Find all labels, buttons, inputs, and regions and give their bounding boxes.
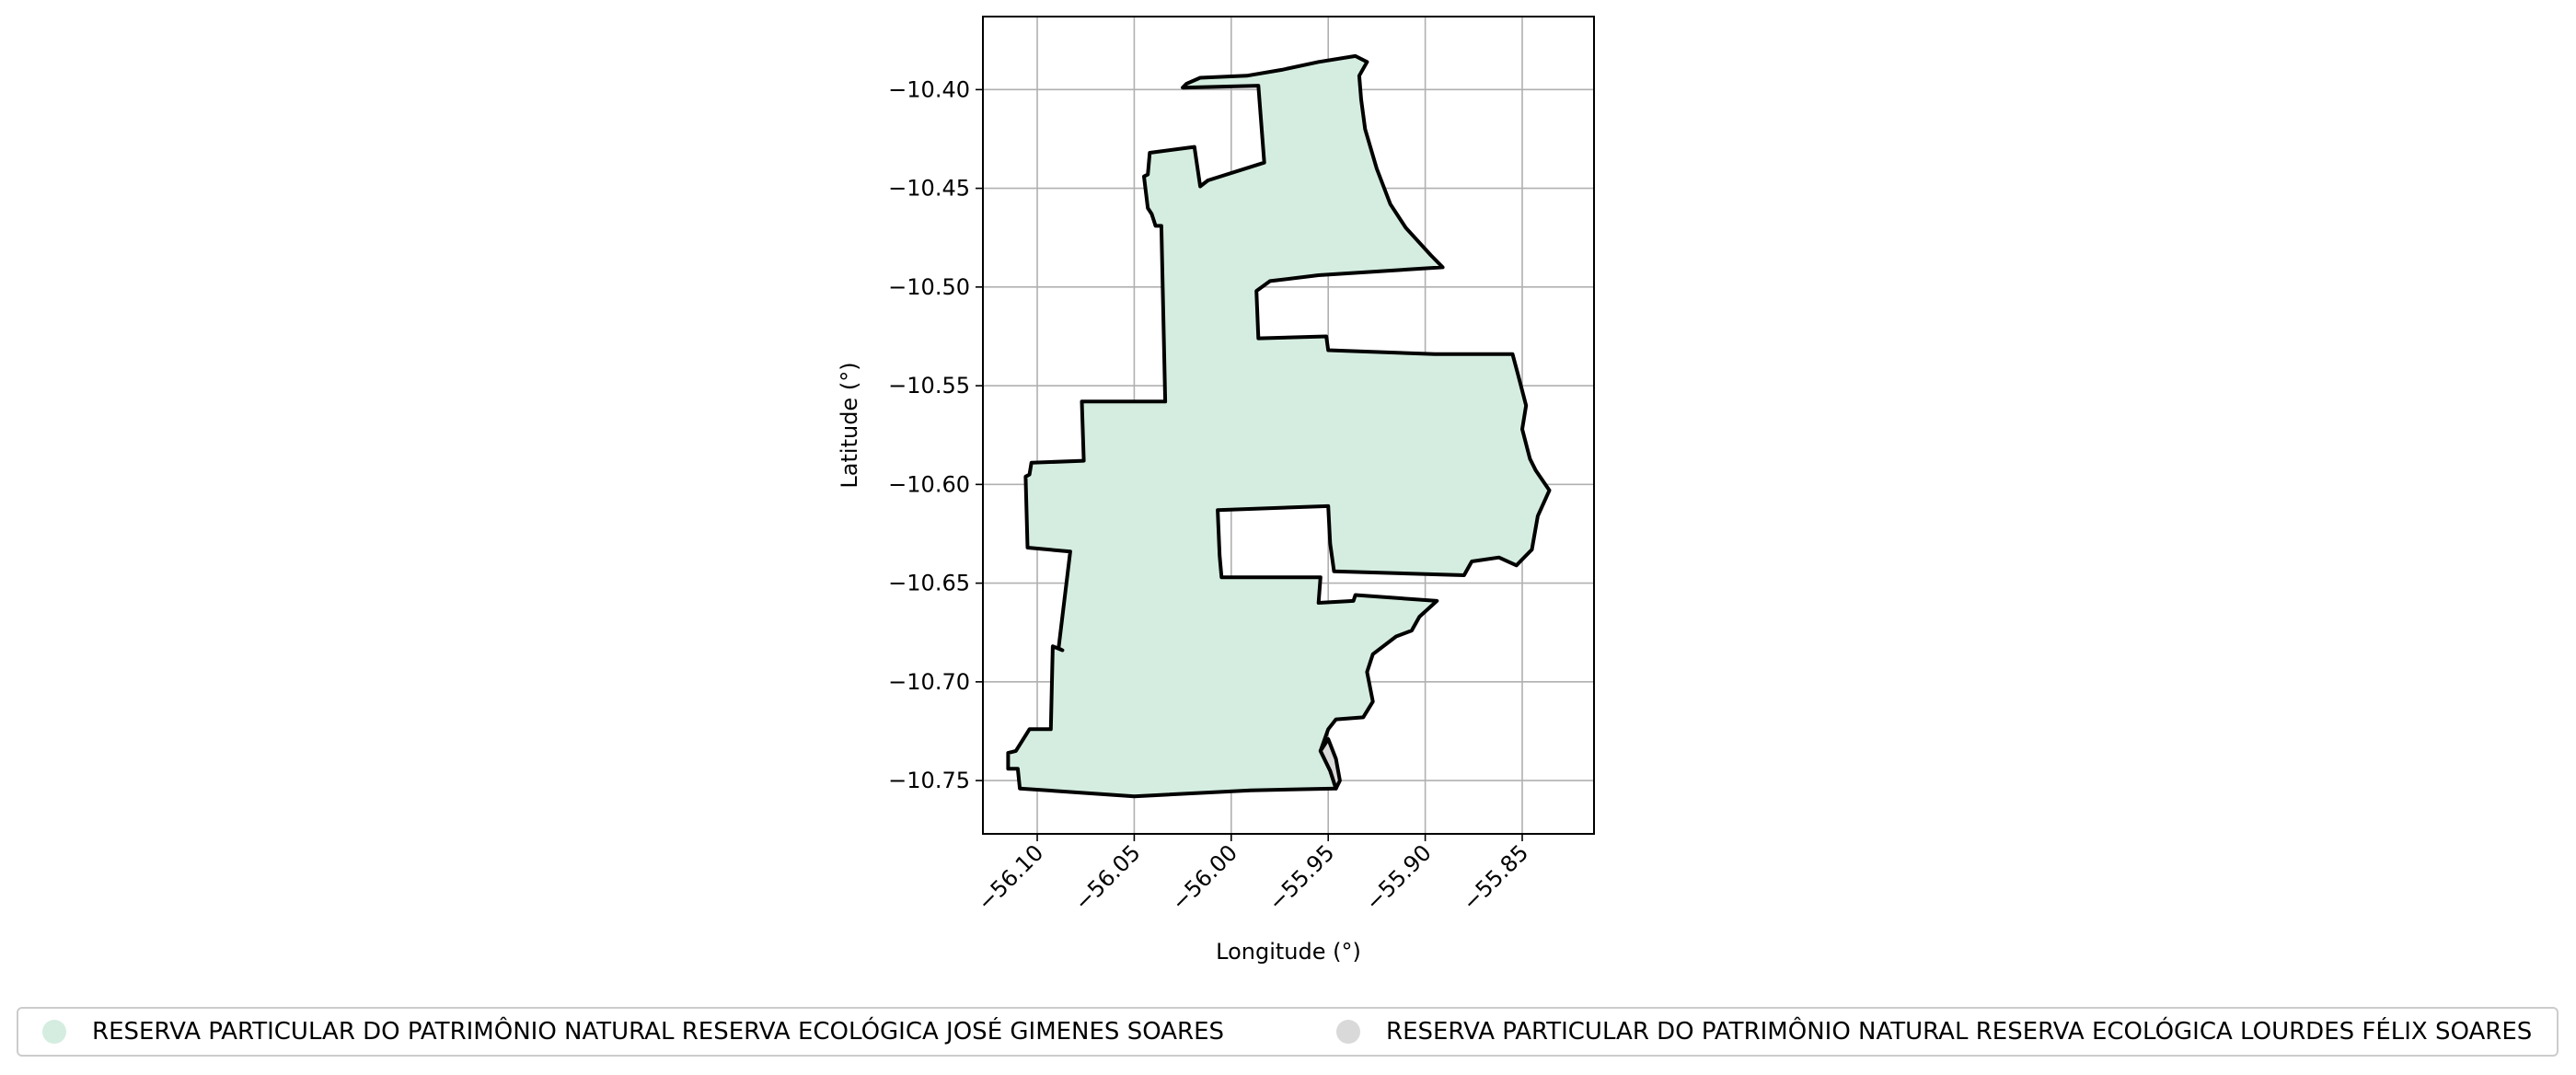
y-tick-label: −10.70 <box>888 669 970 695</box>
x-axis-ticks: −56.10 −56.05 −56.00 −55.95 −55.90 −55.85 <box>973 834 1534 916</box>
x-tick-label: −55.95 <box>1264 839 1340 916</box>
legend-marker-jose-gimenes <box>42 1020 66 1044</box>
y-axis-ticks: −10.40 −10.45 −10.50 −10.55 −10.60 −10.65 −10.… <box>888 76 983 793</box>
y-tick-label: −10.50 <box>888 274 970 300</box>
x-axis-label: Longitude (°) <box>1216 939 1361 965</box>
x-tick-label: −55.85 <box>1458 839 1534 916</box>
legend-label-lourdes-felix: RESERVA PARTICULAR DO PATRIMÔNIO NATURAL… <box>1386 1018 2533 1046</box>
y-tick-label: −10.65 <box>888 571 970 596</box>
area-polygon-0 <box>1006 53 1552 799</box>
legend: RESERVA PARTICULAR DO PATRIMÔNIO NATURAL… <box>17 1007 2559 1057</box>
y-tick-label: −10.75 <box>888 768 970 793</box>
x-tick-label: −56.10 <box>973 839 1049 916</box>
legend-item-lourdes-felix: RESERVA PARTICULAR DO PATRIMÔNIO NATURAL… <box>1336 1009 2532 1055</box>
legend-label-jose-gimenes: RESERVA PARTICULAR DO PATRIMÔNIO NATURAL… <box>92 1018 1224 1046</box>
area-polygon-1 <box>1318 737 1342 791</box>
y-tick-label: −10.45 <box>888 176 970 202</box>
legend-item-jose-gimenes: RESERVA PARTICULAR DO PATRIMÔNIO NATURAL… <box>42 1009 1224 1055</box>
x-tick-label: −56.05 <box>1069 839 1146 916</box>
legend-marker-lourdes-felix <box>1336 1020 1360 1044</box>
x-tick-label: −55.90 <box>1360 839 1437 916</box>
area-polygons <box>1006 53 1552 799</box>
x-tick-label: −56.00 <box>1166 839 1242 916</box>
plot-frame <box>982 16 1595 835</box>
y-tick-label: −10.40 <box>888 76 970 102</box>
y-tick-label: −10.60 <box>888 471 970 497</box>
y-axis-label: Latitude (°) <box>837 362 862 488</box>
y-tick-label: −10.55 <box>888 373 970 399</box>
